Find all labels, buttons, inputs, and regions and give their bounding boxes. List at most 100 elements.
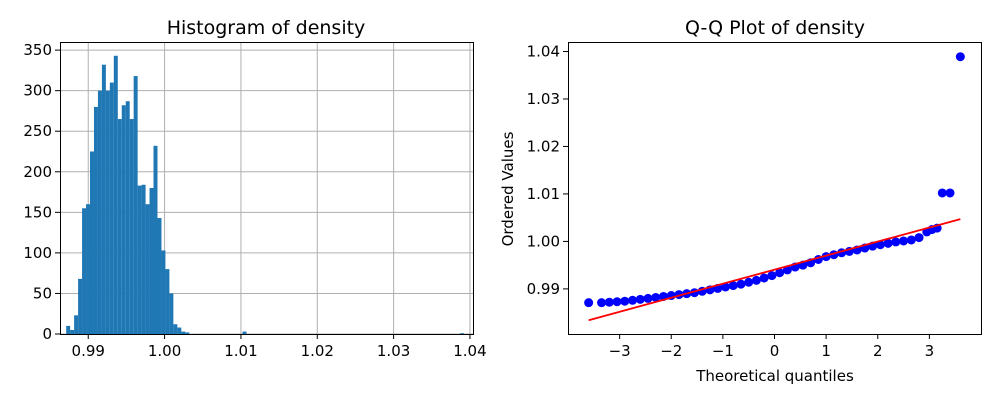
qq-plot-point — [914, 233, 924, 243]
qq-plot-point — [875, 240, 885, 250]
qq-plot-point — [906, 235, 916, 245]
qq-plot-point — [620, 296, 630, 306]
histogram-bar — [185, 332, 190, 334]
histogram-y-tick-label: 0 — [42, 325, 52, 343]
histogram-y-tick-label: 100 — [23, 244, 52, 262]
qq-plot-point — [945, 188, 955, 198]
qq-plot-point — [597, 298, 607, 308]
histogram-bar — [242, 331, 247, 334]
histogram-frame — [60, 42, 474, 335]
histogram-x-tick-label: 1.03 — [377, 342, 410, 360]
qq-plot-title: Q-Q Plot of density — [685, 17, 865, 39]
histogram-bar — [177, 327, 182, 334]
histogram-bars — [66, 55, 464, 335]
qq-plot-point — [891, 237, 901, 247]
histogram-bar — [74, 315, 79, 334]
histogram-bar — [121, 105, 126, 335]
histogram-bar — [109, 82, 114, 334]
histogram-y-tick-label: 200 — [23, 163, 52, 181]
qq-plot-point — [899, 236, 909, 246]
qq-plot-point — [651, 292, 661, 302]
qq-plot-y-tick-label: 1.02 — [527, 137, 560, 155]
qq-plot-x-tick-label: −3 — [609, 342, 631, 360]
histogram-bar — [129, 119, 134, 334]
qq-plot-point — [643, 293, 653, 303]
histogram-bar — [149, 188, 154, 334]
histogram-y-tick-label: 150 — [23, 203, 52, 221]
histogram-bar — [113, 55, 118, 335]
histogram-bar — [105, 90, 110, 335]
histogram-x-tick-label: 1.00 — [148, 342, 181, 360]
qq-plot-y-tick-label: 1.01 — [527, 185, 560, 203]
histogram-y-tick-label: 350 — [23, 41, 52, 59]
histogram-bar — [153, 145, 158, 334]
histogram-bar — [133, 76, 138, 335]
qq-plot-y-tick-label: 1.00 — [527, 232, 560, 250]
qq-plot-y-axis-label: Ordered Values — [499, 131, 517, 246]
histogram-y-tick-label: 250 — [23, 122, 52, 140]
qq-plot-point — [751, 275, 761, 285]
histogram-y-tick-label: 300 — [23, 82, 52, 100]
qq-plot-point — [584, 298, 594, 308]
qq-plot-x-tick-label: 2 — [873, 342, 883, 360]
histogram-title: Histogram of density — [167, 17, 366, 39]
qq-plot-x-tick-label: 0 — [770, 342, 780, 360]
qq-plot-point — [883, 238, 893, 248]
histogram-panel: Histogram of density 0.99 1.00 1.01 1.02 1.0… — [23, 17, 486, 360]
histogram-bar — [125, 101, 130, 334]
qq-plot-point — [628, 295, 638, 305]
qq-plot-y-tick-label: 1.03 — [527, 90, 560, 108]
qq-plot-point — [612, 297, 622, 307]
histogram-bar — [101, 64, 106, 334]
qq-plot-y-tick-label: 0.99 — [527, 280, 560, 298]
qq-plot-point — [775, 268, 785, 278]
histogram-bar — [169, 293, 174, 334]
histogram-bar — [97, 90, 102, 335]
histogram-bar — [93, 106, 98, 334]
qq-plot-panel: Q-Q Plot of density −3 −2 −1 0 1 2 3 0.99 1.00 1.… — [499, 17, 982, 385]
qq-plot-point — [744, 277, 754, 287]
qq-plot-fit-line — [588, 218, 961, 322]
qq-plot-x-axis-label: Theoretical quantiles — [695, 367, 854, 385]
qq-plot-point — [759, 273, 769, 283]
histogram-ticks: 0.99 1.00 1.01 1.02 1.03 1.04 0 50 100 150 200 250 3… — [23, 41, 486, 360]
qq-plot-ticks: −3 −2 −1 0 1 2 3 0.99 1.00 1.01 1.02 1.03 1.04 — [527, 42, 935, 360]
histogram-bar — [459, 333, 464, 334]
qq-plot-fit-line-segment — [588, 218, 961, 322]
qq-plot-point — [955, 52, 965, 62]
histogram-bar — [90, 151, 94, 334]
qq-plot-frame — [568, 42, 982, 335]
qq-plot-point — [720, 282, 730, 292]
histogram-bar — [137, 185, 142, 334]
qq-plot-y-tick-label: 1.04 — [527, 42, 560, 60]
qq-plot-point — [767, 271, 777, 281]
qq-plot-point — [728, 281, 738, 291]
qq-plot-point — [736, 279, 746, 289]
histogram-bar — [82, 208, 87, 334]
histogram-bar — [78, 278, 83, 334]
histogram-x-tick-label: 0.99 — [72, 342, 105, 360]
histogram-bar — [157, 218, 162, 334]
histogram-bar — [141, 184, 146, 334]
histogram-x-tick-label: 1.02 — [301, 342, 334, 360]
histogram-bar — [145, 204, 150, 334]
histogram-bar — [86, 204, 91, 334]
qq-plot-point — [604, 297, 614, 307]
histogram-x-tick-label: 1.04 — [453, 342, 486, 360]
qq-plot-x-tick-label: 1 — [821, 342, 831, 360]
qq-plot-x-tick-label: −2 — [660, 342, 682, 360]
histogram-bar — [117, 119, 122, 334]
histogram-bar — [165, 269, 170, 334]
qq-plot-point — [635, 294, 645, 304]
histogram-y-tick-label: 50 — [33, 284, 52, 302]
qq-plot-x-tick-label: −1 — [712, 342, 734, 360]
histogram-bar — [70, 329, 75, 334]
qq-plot-point — [937, 188, 947, 198]
histogram-x-tick-label: 1.01 — [224, 342, 257, 360]
histogram-bar — [161, 250, 166, 334]
histogram-bar — [181, 331, 186, 334]
histogram-bar — [66, 325, 71, 334]
histogram-bar — [173, 324, 178, 334]
qq-plot-x-tick-label: 3 — [925, 342, 935, 360]
